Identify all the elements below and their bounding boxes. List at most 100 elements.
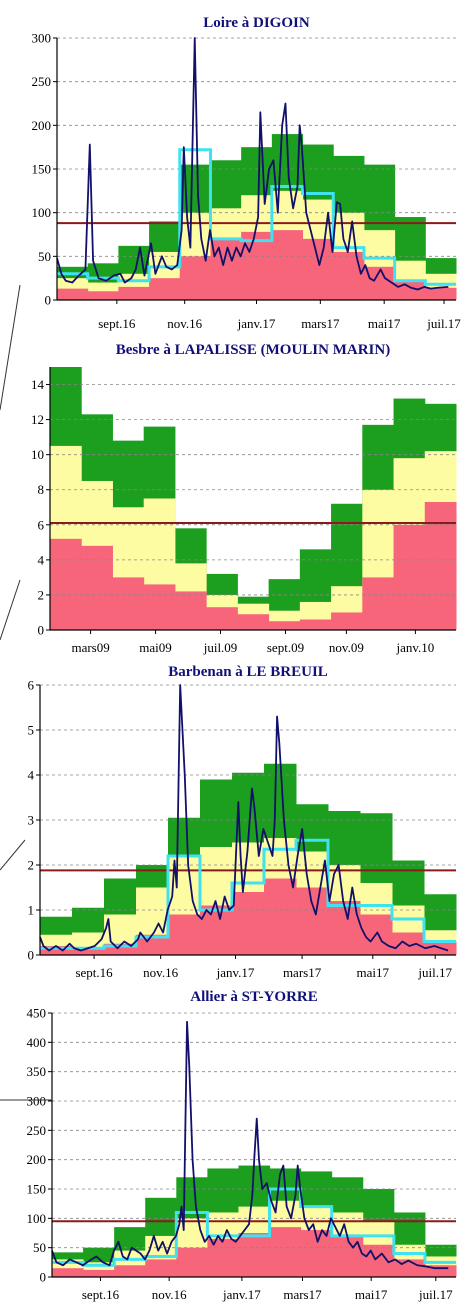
band-red-segment: [331, 612, 363, 630]
band-red-segment: [207, 1239, 239, 1277]
y-tick-label: 4: [38, 552, 45, 567]
y-tick-label: 5: [28, 723, 35, 738]
x-tick-label: mars09: [71, 640, 109, 655]
band-red-segment: [270, 1227, 302, 1277]
y-tick-label: 400: [27, 1035, 47, 1050]
y-tick-label: 12: [31, 412, 44, 427]
band-red-segment: [112, 577, 144, 630]
y-tick-label: 10: [31, 447, 44, 462]
x-tick-label: janv.17: [222, 1287, 261, 1302]
band-red-segment: [57, 289, 88, 300]
band-red-segment: [168, 915, 201, 956]
y-tick-label: 250: [32, 74, 52, 89]
y-tick-label: 8: [38, 482, 45, 497]
y-tick-label: 6: [28, 678, 35, 693]
leader-line: [0, 285, 20, 410]
x-tick-label: mai17: [355, 1287, 388, 1302]
x-tick-label: sept.16: [98, 316, 136, 331]
y-tick-label: 100: [27, 1211, 47, 1226]
chart-title: Besbre à LAPALISSE (MOULIN MARIN): [116, 342, 390, 358]
x-tick-label: nov.16: [167, 316, 202, 331]
band-red-segment: [114, 1265, 146, 1277]
y-tick-label: 150: [32, 162, 52, 177]
y-tick-label: 300: [32, 31, 52, 46]
y-tick-label: 2: [38, 587, 45, 602]
band-red-segment: [180, 256, 211, 300]
y-tick-label: 100: [32, 205, 52, 220]
x-tick-label: mars17: [283, 965, 322, 980]
chart-panel-4: Allier à ST-YORRE 0 50 100 150 200 250 300 350 40…: [27, 989, 457, 1302]
y-tick-label: 50: [33, 1240, 46, 1255]
x-tick-label: juil.09: [203, 640, 238, 655]
band-red-segment: [394, 525, 426, 630]
band-red-segment: [269, 621, 301, 630]
y-tick-label: 50: [38, 249, 51, 264]
band-red-segment: [144, 584, 176, 630]
y-tick-label: 0: [38, 623, 45, 638]
band-red-segment: [176, 1248, 208, 1277]
x-tick-label: mai17: [368, 316, 401, 331]
band-red-segment: [232, 892, 265, 955]
leader-line: [0, 840, 25, 870]
x-tick-label: juil.17: [417, 965, 452, 980]
band-red-segment: [52, 1268, 84, 1277]
y-tick-label: 200: [27, 1152, 47, 1167]
band-red-segment: [206, 607, 238, 630]
x-tick-label: sept.09: [267, 640, 304, 655]
y-tick-label: 4: [28, 768, 35, 783]
band-red-segment: [118, 287, 149, 300]
band-red-segment: [303, 239, 334, 300]
y-tick-label: 2: [28, 858, 35, 873]
x-tick-label: mai09: [139, 640, 172, 655]
band-red-segment: [88, 291, 119, 300]
x-tick-label: mars17: [301, 316, 340, 331]
y-tick-label: 0: [28, 948, 35, 963]
band-red-segment: [83, 1270, 115, 1277]
band-red-segment: [392, 933, 425, 956]
band-red-segment: [237, 614, 269, 630]
band-red-segment: [425, 288, 456, 300]
band-red-segment: [264, 879, 297, 956]
y-tick-label: 1: [28, 903, 35, 918]
chart-panel-2: Besbre à LAPALISSE (MOULIN MARIN) 0 2 4 6 8 10…: [31, 342, 457, 655]
band-red-segment: [50, 539, 82, 630]
band-red-segment: [333, 252, 364, 300]
chart-title: Allier à ST-YORRE: [190, 989, 318, 1005]
chart-title: Barbenan à LE BREUIL: [168, 664, 328, 680]
y-tick-label: 300: [27, 1094, 47, 1109]
y-tick-label: 0: [40, 1270, 47, 1285]
y-tick-label: 450: [27, 1006, 47, 1021]
band-red-segment: [81, 546, 113, 630]
x-tick-label: sept.16: [82, 1287, 120, 1302]
band-red-segment: [296, 888, 329, 956]
band-red-segment: [175, 591, 207, 630]
band-red-segment: [149, 278, 180, 300]
band-red-segment: [145, 1259, 177, 1277]
band-red-segment: [272, 230, 303, 300]
x-tick-label: juil.17: [426, 316, 461, 331]
x-tick-label: sept.16: [75, 965, 113, 980]
leader-line: [0, 580, 20, 640]
x-tick-label: janv.17: [237, 316, 276, 331]
band-red-segment: [425, 502, 457, 630]
band-red-segment: [238, 1233, 270, 1277]
x-tick-label: mars17: [283, 1287, 322, 1302]
x-tick-label: nov.16: [152, 1287, 187, 1302]
x-tick-label: mai17: [357, 965, 390, 980]
chart-title: Loire à DIGOIN: [203, 15, 310, 31]
y-tick-label: 14: [31, 377, 45, 392]
band-red-segment: [300, 619, 332, 630]
y-tick-label: 150: [27, 1182, 47, 1197]
band-red-segment: [362, 577, 394, 630]
y-tick-label: 200: [32, 118, 52, 133]
x-tick-label: nov.09: [329, 640, 364, 655]
y-tick-label: 350: [27, 1064, 47, 1079]
y-tick-label: 250: [27, 1123, 47, 1138]
y-tick-label: 6: [38, 517, 45, 532]
x-tick-label: janv.17: [216, 965, 255, 980]
y-tick-label: 3: [28, 813, 35, 828]
